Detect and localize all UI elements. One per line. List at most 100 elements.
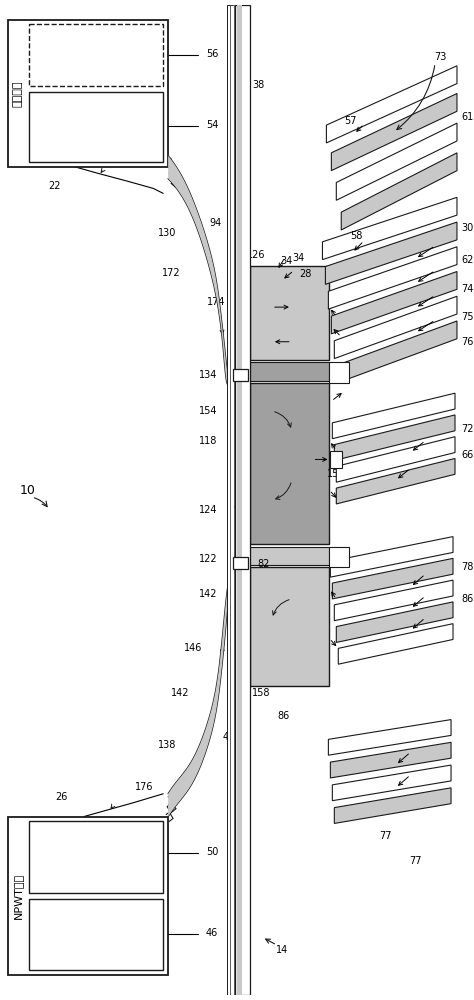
Text: 134: 134 xyxy=(199,370,218,380)
Text: 34: 34 xyxy=(293,253,305,263)
Text: 61: 61 xyxy=(461,112,473,122)
Text: 150: 150 xyxy=(327,469,346,479)
Polygon shape xyxy=(328,720,451,755)
Text: 94: 94 xyxy=(210,218,221,228)
Text: 54: 54 xyxy=(206,120,218,130)
Text: 77: 77 xyxy=(409,856,422,866)
Bar xyxy=(29,24,163,86)
Polygon shape xyxy=(330,742,451,778)
Text: 58: 58 xyxy=(350,231,362,241)
Polygon shape xyxy=(332,765,451,801)
Polygon shape xyxy=(334,580,453,621)
Bar xyxy=(236,5,250,995)
Polygon shape xyxy=(332,558,453,599)
Text: 26: 26 xyxy=(55,792,67,802)
Text: 78: 78 xyxy=(461,562,474,572)
Text: 42: 42 xyxy=(223,732,236,742)
Text: 142: 142 xyxy=(172,688,190,698)
Text: 流体: 流体 xyxy=(89,848,102,858)
Text: 14: 14 xyxy=(276,945,288,955)
Polygon shape xyxy=(327,66,457,143)
Polygon shape xyxy=(322,197,457,260)
Text: 滴注系统: 滴注系统 xyxy=(13,80,23,107)
Text: 流体源: 流体源 xyxy=(86,129,106,139)
Text: 72: 72 xyxy=(461,424,474,434)
Polygon shape xyxy=(336,437,455,482)
Text: 负压源: 负压源 xyxy=(86,929,106,939)
Polygon shape xyxy=(332,393,455,439)
Polygon shape xyxy=(341,153,457,230)
Text: 98: 98 xyxy=(247,327,260,337)
Bar xyxy=(233,557,248,569)
Bar xyxy=(250,547,329,565)
Polygon shape xyxy=(328,247,457,309)
Bar xyxy=(250,266,329,360)
Polygon shape xyxy=(168,581,229,817)
Text: 56: 56 xyxy=(206,49,218,59)
Polygon shape xyxy=(334,415,455,460)
Bar xyxy=(8,817,168,975)
Text: 滴注泵: 滴注泵 xyxy=(86,50,106,60)
Text: 50: 50 xyxy=(206,847,218,857)
Bar xyxy=(29,92,163,162)
Polygon shape xyxy=(336,123,457,200)
Bar xyxy=(8,20,168,167)
Bar xyxy=(330,451,342,468)
Text: 176: 176 xyxy=(135,782,153,792)
Text: 154: 154 xyxy=(199,406,218,416)
Bar xyxy=(29,821,163,893)
Text: 174: 174 xyxy=(207,297,226,307)
Text: 74: 74 xyxy=(461,284,474,294)
Polygon shape xyxy=(334,296,457,359)
Text: 66: 66 xyxy=(461,450,473,460)
Polygon shape xyxy=(331,93,457,171)
Text: 172: 172 xyxy=(163,268,181,278)
Text: 收集室: 收集室 xyxy=(86,861,106,871)
Bar xyxy=(230,5,235,995)
Text: 75: 75 xyxy=(461,312,474,322)
Text: 28: 28 xyxy=(300,269,312,279)
Text: 34: 34 xyxy=(281,256,293,266)
Polygon shape xyxy=(168,156,229,385)
Bar xyxy=(233,369,248,381)
Bar xyxy=(329,362,349,383)
Text: 146: 146 xyxy=(184,643,203,653)
Bar xyxy=(227,5,232,995)
Text: 130: 130 xyxy=(158,228,176,238)
Text: 86: 86 xyxy=(461,594,473,604)
Text: 57: 57 xyxy=(344,116,356,126)
Text: 142: 142 xyxy=(199,589,218,599)
Polygon shape xyxy=(331,272,457,334)
Text: 124: 124 xyxy=(199,505,218,515)
Bar xyxy=(237,5,242,995)
Polygon shape xyxy=(336,602,453,642)
Polygon shape xyxy=(338,624,453,664)
Text: 138: 138 xyxy=(158,740,176,750)
Polygon shape xyxy=(334,788,451,823)
Text: 62: 62 xyxy=(461,255,474,265)
Text: 122: 122 xyxy=(199,554,218,564)
Text: 46: 46 xyxy=(206,928,218,938)
Text: 126: 126 xyxy=(247,250,266,260)
Text: 86: 86 xyxy=(277,711,289,721)
Text: 118: 118 xyxy=(199,436,218,446)
Text: 10: 10 xyxy=(20,484,36,497)
Bar xyxy=(29,899,163,970)
Bar xyxy=(250,383,329,544)
Text: 82: 82 xyxy=(257,559,270,569)
Polygon shape xyxy=(326,222,457,284)
Text: NPWT系统: NPWT系统 xyxy=(13,873,23,919)
Text: 30: 30 xyxy=(461,223,473,233)
Polygon shape xyxy=(336,458,455,504)
Bar xyxy=(329,547,349,567)
Bar xyxy=(250,567,329,686)
Text: 158: 158 xyxy=(252,688,271,698)
Text: 滴注: 滴注 xyxy=(89,116,102,126)
Bar xyxy=(250,362,329,381)
Text: 76: 76 xyxy=(461,337,474,347)
Polygon shape xyxy=(336,321,457,383)
Text: 38: 38 xyxy=(252,80,264,90)
Text: 22: 22 xyxy=(48,181,61,191)
Polygon shape xyxy=(330,537,453,577)
Text: 73: 73 xyxy=(434,52,447,62)
